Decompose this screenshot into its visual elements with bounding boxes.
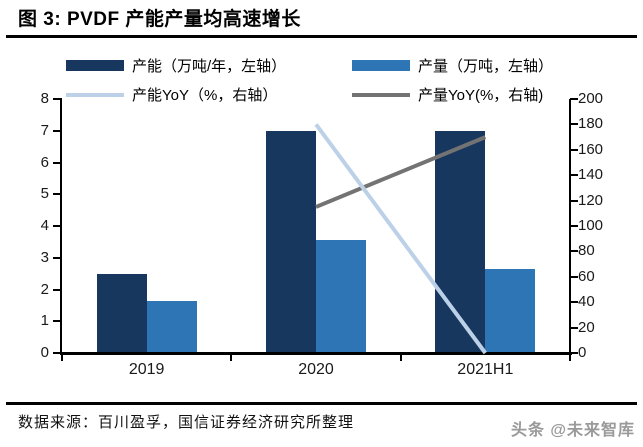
left-axis-tick: [53, 288, 62, 291]
right-axis-tick: [570, 225, 578, 227]
legend-label: 产能（万吨/年，左轴）: [132, 58, 287, 75]
right-axis-tick: [570, 275, 578, 278]
legend-bar-swatch: [66, 60, 124, 71]
right-axis-tick-label: 100: [578, 217, 604, 234]
footer-divider: [6, 402, 637, 405]
left-axis-tick-label: 7: [40, 121, 49, 139]
x-axis-category-label: 2020: [298, 361, 334, 378]
right-axis-tick: [570, 148, 578, 151]
right-axis-tick-label: 80: [578, 242, 595, 260]
left-axis-tick: [53, 98, 62, 100]
title-divider: [6, 35, 637, 38]
left-axis-tick: [53, 129, 62, 132]
left-axis-tick: [53, 193, 62, 196]
right-axis-tick: [570, 174, 578, 177]
x-axis-tick: [399, 353, 402, 361]
right-axis-tick-label: 160: [578, 140, 604, 158]
right-axis-tick-label: 40: [578, 293, 595, 311]
right-axis-tick-label: 180: [578, 115, 604, 133]
right-axis-tick-label: 120: [578, 191, 604, 209]
right-axis-tick-label: 140: [578, 166, 604, 184]
source-note: 数据来源：百川盈孚，国信证券经济研究所整理: [18, 415, 355, 431]
y-axis-right: [569, 99, 571, 355]
x-axis-tick: [61, 353, 63, 361]
legend-item-1: 产能（万吨/年，左轴）: [66, 55, 286, 76]
watermark: 头条 @未来智库: [510, 422, 635, 439]
bar-series2-2021H1: [485, 268, 536, 353]
right-axis-tick-label: 200: [578, 90, 604, 107]
x-axis-tick: [230, 353, 233, 361]
bar-series1-2019: [96, 273, 147, 353]
left-axis-tick: [53, 161, 62, 164]
right-axis-tick: [570, 199, 578, 202]
right-axis-tick: [570, 98, 578, 100]
left-axis-tick-label: 5: [40, 185, 49, 203]
right-axis-tick-label: 60: [578, 267, 595, 285]
legend-line-swatch: [66, 92, 124, 97]
right-axis-tick-label: 0: [578, 344, 587, 361]
x-axis-category-label: 2021H1: [457, 361, 514, 378]
y-axis-left: [60, 99, 62, 355]
legend-item-2: 产量（万吨，左轴）: [352, 55, 553, 76]
right-axis-tick: [570, 123, 578, 126]
legend-bar-swatch: [352, 60, 410, 71]
left-axis-tick-label: 3: [40, 248, 49, 266]
bar-series1-2021H1: [435, 130, 486, 353]
bar-series2-2020: [316, 240, 366, 353]
legend-item-3: 产能YoY（%，右轴）: [66, 84, 277, 105]
x-axis-category-label: 2019: [128, 361, 165, 378]
legend-item-4: 产量YoY(%，右轴): [352, 84, 543, 105]
legend-label: 产量（万吨，左轴）: [418, 58, 554, 75]
figure-title: 图 3: PVDF 产能产量均高速增长: [18, 9, 301, 30]
legend-line-swatch: [352, 92, 410, 97]
x-axis-tick: [569, 353, 571, 361]
left-axis-tick: [53, 320, 62, 323]
left-axis-tick: [53, 352, 62, 354]
left-axis-tick-label: 2: [40, 280, 49, 298]
right-axis-tick-label: 20: [578, 318, 595, 336]
left-axis-tick: [53, 256, 62, 259]
left-axis-tick-label: 6: [40, 153, 49, 171]
right-axis-tick: [570, 301, 578, 304]
bar-series1-2020: [266, 130, 316, 353]
right-axis-tick: [570, 326, 578, 329]
legend-label: 产量YoY(%，右轴): [418, 87, 544, 104]
left-axis-tick: [53, 225, 62, 227]
left-axis-tick-label: 0: [40, 344, 49, 361]
left-axis-tick-label: 1: [40, 312, 49, 330]
bar-series2-2019: [146, 300, 197, 353]
left-axis-tick-label: 8: [40, 90, 49, 107]
right-axis-tick: [570, 352, 578, 354]
legend-label: 产能YoY（%，右轴）: [132, 87, 278, 104]
right-axis-tick: [570, 250, 578, 253]
left-axis-tick-label: 4: [40, 217, 49, 234]
x-axis: [60, 352, 572, 355]
